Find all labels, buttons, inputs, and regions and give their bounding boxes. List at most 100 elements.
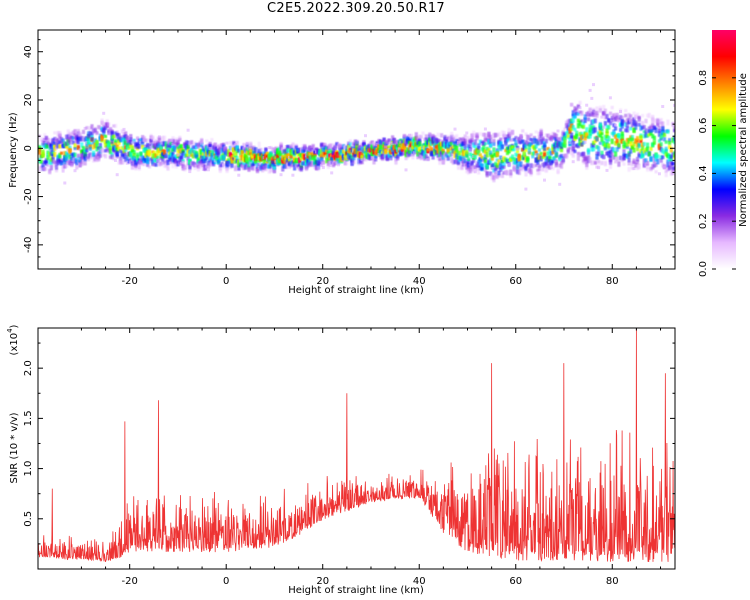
spectrogram-cell — [303, 160, 307, 165]
spectrogram-cell — [81, 129, 86, 135]
spectrogram-cell — [482, 133, 486, 137]
spectrogram-cell — [345, 154, 349, 161]
spectrogram-cell — [132, 160, 136, 167]
spectrogram-cell — [504, 148, 508, 153]
spectrogram-cell — [81, 159, 86, 165]
spectrogram-cell — [43, 145, 47, 149]
spectrogram-cell — [568, 141, 572, 145]
spectrogram-cell — [495, 158, 499, 162]
spectrogram-cell — [387, 152, 391, 158]
spectrogram-cell — [78, 156, 82, 163]
spectrogram-cell — [127, 139, 131, 145]
spectrogram-cell — [440, 146, 444, 152]
spectrogram-cell — [495, 163, 499, 168]
spectrogram-cell — [330, 150, 334, 155]
spectrogram-cell — [598, 129, 602, 135]
spectrogram-cell — [193, 145, 197, 150]
spectrogram-cell — [468, 163, 472, 170]
spectrogram-cell — [53, 131, 57, 135]
spectrogram-cell — [664, 146, 668, 152]
spectrogram-x-tick-label: -20 — [122, 276, 138, 287]
spectrogram-cell — [646, 142, 650, 148]
spectrogram-cell — [208, 150, 212, 154]
spectrogram-cell — [561, 130, 565, 136]
spectrogram-cell — [73, 152, 77, 157]
spectrogram-cell — [583, 134, 587, 141]
spectrogram-cell — [608, 111, 613, 116]
spectrogram-cell — [482, 141, 486, 146]
spectrogram-cell — [149, 160, 153, 164]
spectrogram-cell — [257, 155, 261, 161]
spectrogram-cell — [516, 164, 520, 169]
spectrogram-cell — [98, 153, 102, 158]
spectrogram-cell — [423, 137, 427, 142]
spectrogram-cell — [370, 152, 374, 157]
spectrogram-cell — [48, 142, 52, 149]
spectrogram-cell — [87, 138, 91, 144]
spectrogram-cell — [186, 155, 190, 161]
spectrogram-cell — [423, 142, 427, 147]
spectrogram-cell — [451, 136, 455, 141]
spectrogram-cell — [63, 156, 67, 163]
spectrogram-cell — [566, 132, 570, 139]
spectrogram-cell — [468, 144, 472, 150]
spectrogram-cell — [467, 146, 471, 151]
spectrogram-cell — [63, 181, 67, 185]
spectrogram-cell — [610, 105, 614, 110]
spectrogram-x-tick-label: 20 — [316, 276, 329, 287]
spectrogram-cell — [389, 140, 393, 146]
colorbar-tick-label: 0.8 — [698, 70, 709, 86]
spectrogram-cell — [546, 147, 550, 151]
spectrogram-cell — [485, 138, 489, 142]
spectrogram-cell — [502, 156, 506, 162]
spectrogram-cell — [200, 155, 204, 161]
spectrogram-cell — [308, 154, 312, 160]
spectrogram-cell — [80, 153, 84, 159]
spectrogram-cell — [561, 137, 565, 141]
spectrogram-cell — [178, 160, 182, 165]
spectrogram-cell — [144, 144, 148, 149]
spectrogram-cell — [568, 146, 572, 150]
spectrogram-cell — [497, 174, 501, 178]
spectrogram-cell — [157, 135, 161, 139]
spectrogram-cell — [78, 132, 82, 137]
spectrogram-cell — [548, 137, 552, 141]
spectrogram-cell — [374, 157, 378, 162]
spectrogram-cell — [541, 136, 545, 141]
spectrogram-cell — [468, 167, 472, 174]
spectrogram-cell — [450, 131, 454, 137]
spectrogram-cell — [559, 164, 564, 169]
spectrogram-cell — [570, 102, 574, 107]
spectrogram-cell — [95, 140, 99, 144]
spectrogram-cell — [375, 149, 379, 155]
spectrogram-cell — [652, 163, 656, 168]
spectrogram-cell — [90, 136, 94, 142]
spectrogram-cell — [58, 152, 62, 159]
spectrogram-cell — [436, 153, 440, 158]
spectrogram-cell — [296, 153, 300, 158]
spectrogram-cell — [597, 131, 601, 135]
spectrogram-cell — [134, 142, 138, 147]
spectrogram-cell — [592, 112, 596, 117]
spectrogram-cell — [362, 148, 366, 153]
spectrogram-cell — [51, 153, 55, 160]
spectrogram-cell — [147, 165, 151, 169]
spectrogram-cell — [478, 132, 482, 136]
spectrogram-cell — [102, 111, 106, 115]
spectrogram-cell — [659, 155, 663, 160]
spectrogram-cell — [453, 144, 457, 150]
spectrogram-cell — [570, 149, 574, 156]
spectrogram-cell — [315, 150, 318, 154]
spectrogram-cell — [100, 126, 104, 131]
spectrogram-cell — [163, 163, 167, 168]
spectrogram-cell — [590, 129, 594, 135]
spectrogram-cell — [455, 155, 459, 160]
spectrogram-cell — [369, 154, 373, 160]
spectrogram-cell — [646, 146, 650, 152]
spectrogram-cell — [392, 145, 396, 152]
spectrogram-cell — [553, 156, 557, 161]
spectrogram-cell — [424, 148, 428, 154]
spectrogram-cell — [364, 152, 368, 158]
spectrogram-cell — [112, 154, 116, 161]
spectrogram-cell — [88, 140, 92, 145]
